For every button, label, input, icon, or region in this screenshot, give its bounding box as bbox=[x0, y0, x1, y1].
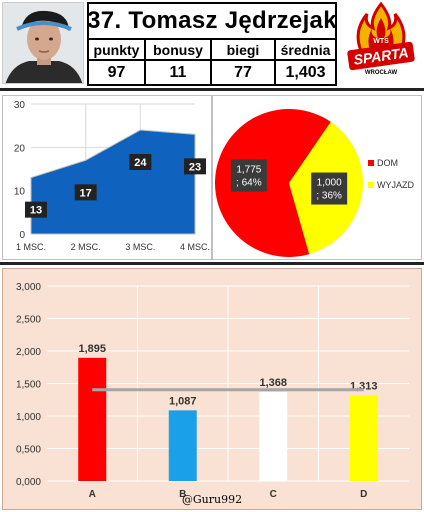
data-label-box bbox=[184, 158, 206, 175]
data-label-box bbox=[74, 184, 97, 201]
stat-average: średnia 1,403 bbox=[276, 40, 335, 84]
pie-label-box bbox=[311, 172, 348, 205]
team-logo: WTS SPARTA WROCŁAW bbox=[340, 1, 422, 84]
y-tick-label: 1,500 bbox=[16, 380, 41, 391]
pie-label-value: 1,775 bbox=[236, 164, 261, 175]
y-tick-label: 0,500 bbox=[16, 445, 41, 456]
x-tick-label: 1 MSC. bbox=[16, 242, 46, 252]
bar-d bbox=[349, 395, 378, 481]
y-tick-label: 10 bbox=[14, 187, 26, 198]
data-label: 23 bbox=[189, 161, 201, 173]
header-divider bbox=[0, 88, 424, 91]
x-tick-label: B bbox=[179, 489, 186, 500]
y-tick-label: 0,000 bbox=[16, 477, 41, 488]
x-tick-label: 2 MSC. bbox=[71, 242, 101, 252]
stat-points: punkty 97 bbox=[89, 40, 146, 84]
x-tick-label: 3 MSC. bbox=[125, 242, 155, 252]
x-tick-label: C bbox=[270, 489, 277, 500]
stat-label: punkty bbox=[89, 40, 144, 61]
pie-chart: 1,775 ; 64% 1,000 ; 36% DOM WYJAZD bbox=[215, 109, 414, 257]
stat-label: biegi bbox=[212, 40, 274, 61]
bar-chart: 0,000 0,500 1,000 1,500 2,000 2,500 3,000 1,895… bbox=[16, 282, 409, 500]
pie-label-percent: ; 64% bbox=[236, 177, 262, 188]
stat-value: 77 bbox=[234, 63, 252, 81]
pie-label-percent: ; 36% bbox=[316, 191, 342, 202]
bar-c bbox=[259, 392, 288, 481]
watermark: @Guru992 bbox=[181, 493, 243, 506]
area-chart-panel: 0 10 20 30 13 1 MSC. 17 2 MSC. 24 3 MSC. 23 4 MSC. bbox=[2, 95, 212, 260]
data-label: 13 bbox=[30, 205, 42, 217]
y-tick-label: 30 bbox=[14, 100, 26, 111]
rider-name: 37. Tomasz Jędrzejak bbox=[87, 7, 337, 34]
pie-slice-dom bbox=[215, 109, 331, 257]
y-tick-label: 3,000 bbox=[16, 282, 41, 293]
bar-data-label: 1,087 bbox=[169, 395, 197, 407]
x-tick-label: D bbox=[360, 489, 367, 500]
stat-bonuses: bonusy 11 bbox=[146, 40, 212, 84]
stat-label: bonusy bbox=[146, 40, 210, 61]
stat-label: średnia bbox=[276, 40, 335, 61]
bar-chart-panel: 0,000 0,500 1,000 1,500 2,000 2,500 3,000 1,895… bbox=[2, 268, 422, 510]
legend-swatch bbox=[368, 160, 374, 166]
pie-chart-panel: 1,775 ; 64% 1,000 ; 36% DOM WYJAZD bbox=[212, 95, 422, 260]
bar-data-label: 1,368 bbox=[259, 377, 287, 389]
x-tick-label: A bbox=[89, 489, 96, 500]
legend-label: DOM bbox=[377, 158, 398, 168]
logo-top-text: WTS bbox=[373, 38, 389, 45]
logo-main-text: SPARTA bbox=[353, 44, 410, 68]
data-label-box bbox=[129, 154, 152, 170]
legend-swatch bbox=[368, 182, 374, 188]
bar-a bbox=[78, 357, 107, 481]
data-label-box bbox=[25, 201, 47, 218]
rider-photo bbox=[2, 2, 84, 84]
bar-b bbox=[168, 410, 197, 481]
y-tick-label: 0 bbox=[19, 230, 25, 241]
y-tick-label: 2,000 bbox=[16, 347, 41, 358]
stats-table: punkty 97 bonusy 11 biegi 77 średnia 1,4… bbox=[87, 40, 337, 86]
y-tick-label: 20 bbox=[14, 143, 26, 154]
data-label: 24 bbox=[134, 157, 147, 169]
x-tick-label: 4 MSC. bbox=[180, 242, 210, 252]
legend-label: WYJAZD bbox=[377, 180, 414, 190]
pie-label-value: 1,000 bbox=[317, 178, 342, 189]
area-chart: 0 10 20 30 13 1 MSC. 17 2 MSC. 24 3 MSC. 23 4 MSC. bbox=[14, 100, 210, 252]
bar-data-label: 1,895 bbox=[78, 343, 106, 355]
stat-value: 1,403 bbox=[285, 63, 326, 81]
rider-name-box: 37. Tomasz Jędrzejak bbox=[87, 2, 337, 40]
stat-value: 97 bbox=[107, 63, 126, 81]
stat-value: 11 bbox=[169, 63, 187, 81]
area-series bbox=[30, 129, 196, 235]
middle-divider bbox=[0, 262, 424, 265]
pie-label-box bbox=[230, 159, 267, 192]
logo-bottom-text: WROCŁAW bbox=[365, 70, 398, 76]
data-label: 17 bbox=[80, 187, 92, 199]
y-tick-label: 2,500 bbox=[16, 315, 41, 326]
y-tick-label: 1,000 bbox=[16, 412, 41, 423]
stat-heats: biegi 77 bbox=[212, 40, 276, 84]
